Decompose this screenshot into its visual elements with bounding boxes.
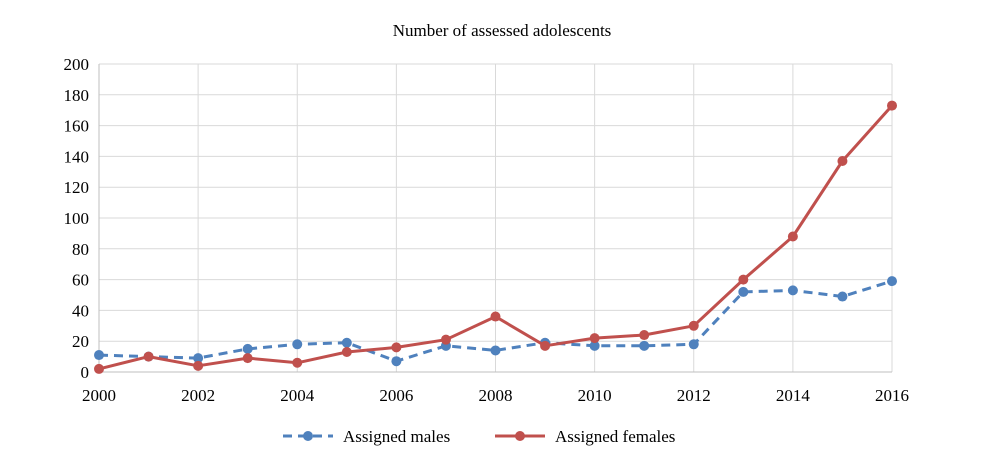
y-tick-label: 60 — [72, 271, 89, 290]
data-point — [738, 286, 749, 297]
chart-title: Number of assessed adolescents — [393, 21, 612, 40]
data-point — [193, 353, 204, 364]
y-tick-label: 0 — [81, 363, 90, 382]
data-point — [292, 357, 303, 368]
data-point — [341, 346, 352, 357]
legend-item-females: Assigned females — [495, 427, 675, 446]
legend-label: Assigned males — [343, 427, 450, 446]
y-tick-label: 100 — [64, 209, 90, 228]
legend-item-males: Assigned males — [283, 427, 450, 446]
grid — [98, 63, 893, 373]
y-tick-label: 80 — [72, 240, 89, 259]
data-point — [688, 339, 699, 350]
x-tick-labels: 2000 2002 2004 2006 2008 2010 2012 2014 2016 — [82, 386, 909, 405]
data-point — [292, 339, 303, 350]
data-point — [242, 353, 253, 364]
data-point — [688, 320, 699, 331]
data-point — [589, 333, 600, 344]
data-point — [540, 340, 551, 351]
data-point — [887, 276, 897, 287]
axes — [98, 64, 892, 373]
x-tick-label: 2010 — [578, 386, 612, 405]
y-tick-labels: 0 20 40 60 80 100 120 140 160 180 200 — [64, 55, 90, 382]
y-tick-label: 160 — [64, 117, 90, 136]
x-tick-label: 2004 — [280, 386, 315, 405]
data-point — [639, 340, 650, 351]
x-tick-label: 2002 — [181, 386, 215, 405]
data-point — [490, 345, 501, 356]
y-tick-label: 120 — [64, 178, 90, 197]
data-point — [440, 334, 451, 345]
legend-swatch-marker — [515, 431, 525, 441]
data-point — [787, 285, 798, 296]
series-line — [98, 279, 893, 363]
x-tick-label: 2006 — [379, 386, 413, 405]
y-tick-label: 200 — [64, 55, 90, 74]
y-tick-label: 20 — [72, 332, 89, 351]
y-tick-label: 40 — [72, 301, 89, 320]
x-tick-label: 2014 — [776, 386, 811, 405]
legend-swatch-marker — [303, 431, 313, 441]
data-point — [391, 356, 402, 367]
data-point — [341, 337, 352, 348]
y-tick-label: 180 — [64, 86, 90, 105]
data-point — [143, 351, 154, 362]
data-point — [589, 340, 600, 351]
data-point — [787, 231, 798, 242]
data-point — [94, 350, 104, 361]
data-point — [887, 100, 897, 111]
data-point — [738, 274, 749, 285]
data-point — [242, 343, 253, 354]
data-point — [639, 330, 650, 341]
x-tick-label: 2008 — [479, 386, 513, 405]
legend: Assigned males Assigned females — [283, 427, 675, 446]
x-tick-label: 2016 — [875, 386, 909, 405]
x-tick-label: 2012 — [677, 386, 711, 405]
data-point — [490, 311, 501, 322]
data-point — [837, 291, 848, 302]
series-group — [94, 100, 897, 374]
y-tick-label: 140 — [64, 147, 90, 166]
data-point — [837, 156, 848, 167]
data-point — [94, 363, 104, 374]
legend-label: Assigned females — [555, 427, 675, 446]
series-females — [94, 100, 897, 374]
data-point — [391, 342, 402, 353]
x-tick-label: 2000 — [82, 386, 116, 405]
data-point — [193, 360, 204, 371]
